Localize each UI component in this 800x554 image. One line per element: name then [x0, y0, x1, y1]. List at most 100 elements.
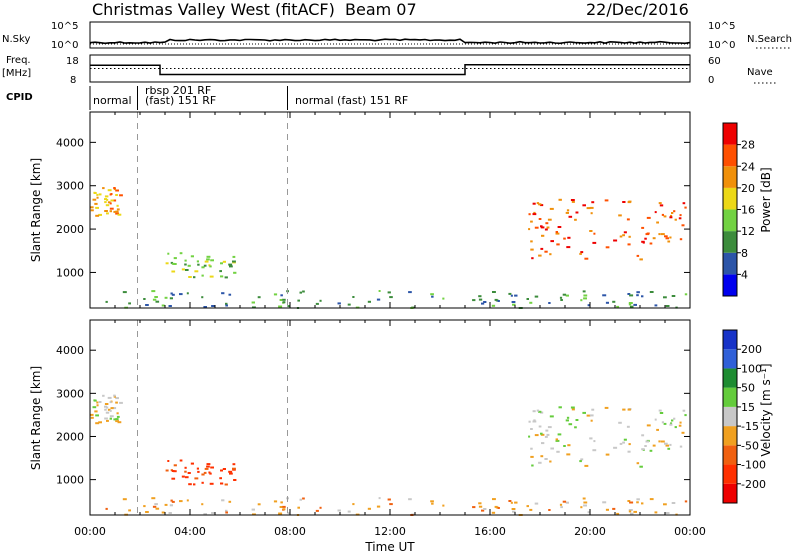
velocity-cell-0 [605, 508, 609, 511]
power-cell-3 [623, 231, 627, 234]
velocity-cbar-label: 200 [741, 343, 762, 356]
power-cell-1 [119, 194, 123, 197]
power-cell-3 [605, 246, 610, 249]
velocity-cell-1 [109, 409, 112, 412]
velocity-cell-1 [104, 408, 107, 411]
power-cell-2 [201, 266, 205, 269]
station-title: Christmas Valley West (fitACF) [92, 0, 335, 19]
power-cell-3 [574, 218, 577, 221]
cpid-segment-3: normal (fast) 151 RF [295, 94, 408, 107]
velocity-cell-1 [107, 396, 112, 399]
power-cell-3 [667, 240, 671, 243]
power-cell-0 [559, 296, 563, 299]
velocity-cell-1 [109, 401, 112, 404]
velocity-cell-0 [168, 512, 172, 514]
velocity-cell-2 [193, 483, 196, 486]
power-cell-0 [145, 304, 149, 306]
velocity-cell-3 [678, 424, 682, 427]
power-cell-1 [116, 204, 119, 207]
power-cell-3 [679, 214, 682, 217]
power-cell-3 [579, 252, 582, 255]
velocity-cell-2 [187, 472, 191, 474]
power-cell-0 [367, 300, 371, 303]
velocity-cell-3 [636, 462, 640, 465]
power-cell-3 [618, 214, 622, 217]
velocity-cell-0 [282, 508, 286, 511]
velocity-cell-2 [190, 462, 194, 465]
power-cell-3 [622, 234, 625, 237]
velocity-cell-0 [684, 500, 688, 503]
power-cell-2 [220, 275, 224, 278]
velocity-cell-1 [107, 408, 111, 411]
power-cell-2 [232, 260, 236, 263]
power-cell-3 [550, 240, 554, 243]
velocity-cell-2 [208, 471, 211, 474]
noise-right-tick-bottom: 10^0 [708, 40, 735, 51]
velocity-cell-3 [679, 445, 683, 448]
velocity-cell-0 [273, 500, 278, 503]
velocity-cell-2 [179, 459, 183, 462]
velocity-cell-3 [656, 428, 659, 431]
power-cell-3 [636, 254, 640, 257]
velocity-cell-3 [530, 447, 533, 450]
velocity-cbar-label: 100 [741, 362, 762, 375]
velocity-ytick-label: 1000 [56, 474, 84, 487]
power-cell-3 [627, 243, 631, 246]
velocity-cell-3 [532, 420, 537, 423]
power-cell-0 [278, 305, 283, 308]
power-cell-0 [169, 297, 173, 300]
power-cell-0 [587, 304, 591, 307]
velocity-cell-0 [154, 503, 158, 506]
velocity-cbar-swatch [723, 330, 737, 350]
velocity-cell-0 [636, 501, 639, 504]
velocity-cell-3 [618, 421, 622, 424]
power-cell-0 [565, 294, 569, 297]
velocity-cell-3 [547, 426, 552, 429]
power-cell-0 [580, 299, 583, 302]
nave-tick-top: 60 [708, 56, 721, 67]
power-cbar-swatch [723, 231, 737, 253]
velocity-cell-0 [512, 510, 516, 513]
velocity-cell-3 [549, 415, 554, 418]
velocity-cell-3 [531, 464, 534, 467]
velocity-cell-1 [95, 422, 100, 425]
power-cell-0 [529, 301, 533, 304]
velocity-cell-0 [225, 509, 228, 512]
velocity-cell-2 [220, 469, 223, 472]
velocity-cell-0 [472, 506, 476, 509]
power-cell-0 [128, 302, 131, 305]
power-cell-3 [663, 215, 667, 218]
power-cell-3 [532, 202, 536, 205]
velocity-cell-3 [658, 409, 662, 412]
velocity-cell-0 [526, 505, 529, 508]
power-cell-0 [297, 299, 300, 302]
power-cell-0 [221, 292, 225, 295]
velocity-cell-3 [556, 450, 560, 453]
velocity-cell-0 [347, 510, 351, 513]
velocity-cell-2 [209, 472, 212, 475]
power-cell-2 [188, 276, 192, 278]
power-cbar-swatch [723, 209, 737, 232]
velocity-cell-3 [684, 414, 687, 417]
velocity-cell-0 [221, 499, 225, 502]
power-cell-0 [201, 296, 204, 299]
cpid-segment-2b: (fast) 151 RF [145, 94, 216, 107]
velocity-cell-3 [541, 442, 545, 445]
power-cell-3 [549, 253, 552, 256]
velocity-cell-2 [184, 466, 187, 469]
velocity-cell-0 [478, 502, 482, 505]
velocity-cell-1 [90, 413, 94, 416]
velocity-cell-0 [587, 511, 591, 514]
velocity-cell-3 [652, 444, 656, 447]
power-cell-3 [681, 224, 685, 227]
power-cell-1 [109, 193, 112, 196]
velocity-cell-1 [116, 415, 120, 418]
power-cell-0 [629, 294, 634, 297]
power-cell-3 [544, 228, 548, 231]
power-cell-0 [376, 298, 381, 301]
velocity-cell-0 [378, 497, 381, 500]
velocity-cell-0 [510, 501, 513, 504]
time-tick-label: 12:00 [374, 525, 406, 538]
velocity-cell-1 [104, 403, 109, 405]
velocity-cell-1 [115, 401, 118, 404]
